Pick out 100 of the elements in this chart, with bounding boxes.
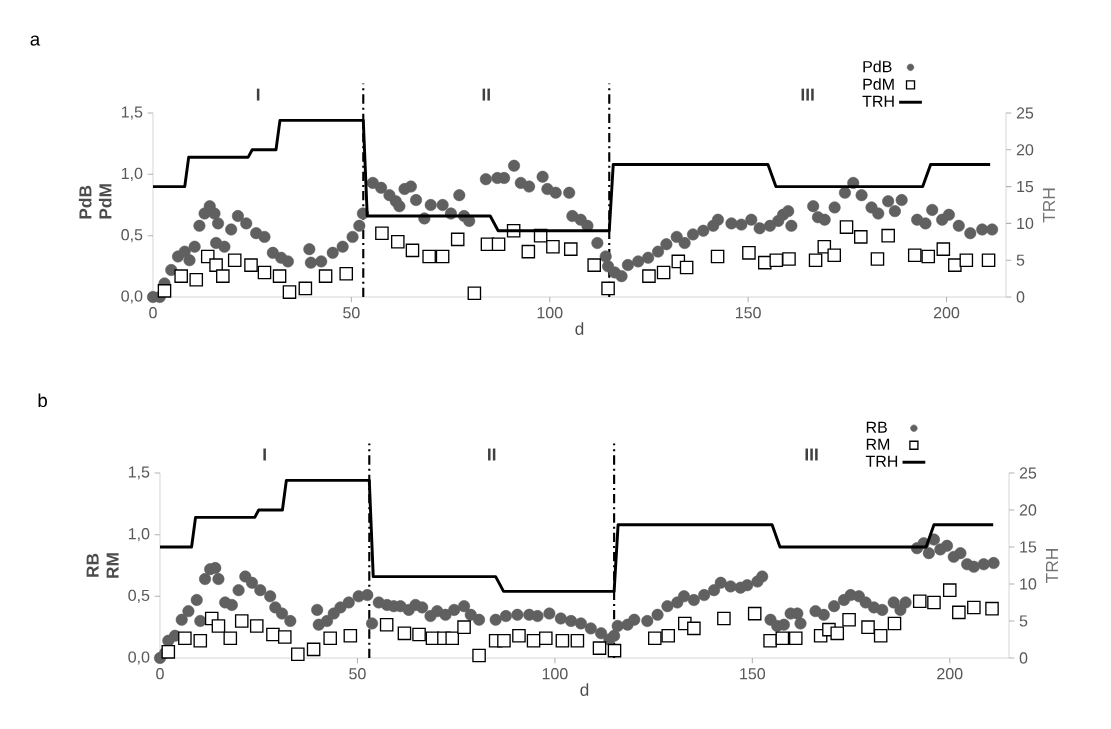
point [234,614,249,628]
y-tick-label: 0,0 [121,290,143,304]
point [223,631,238,646]
x-tick-label: 0 [149,307,157,319]
point [570,633,585,648]
x-axis-title: d [580,683,589,696]
point [563,242,578,256]
y-tick-label: 0,0 [128,651,150,665]
y-tick-label: 0,5 [121,229,143,243]
x-tick-label: 150 [740,668,766,680]
point [397,626,412,641]
point [178,631,192,646]
y2-axis-title: TRH [1043,188,1055,223]
y2-tick-label: 15 [1020,541,1037,553]
y-tick-label: 1,0 [128,528,150,542]
point [491,237,506,252]
point [656,265,671,280]
point [873,629,888,643]
point [193,633,208,648]
text: III [801,88,814,101]
point [942,583,957,597]
point [985,601,999,616]
point [343,629,358,643]
legend-label: TRH [862,95,894,107]
point [952,605,966,620]
text: II [482,88,490,101]
point [298,281,313,296]
point [808,253,823,267]
point [161,645,176,659]
point [679,260,694,275]
point [318,269,333,283]
chart-title: a [30,35,41,46]
point [607,643,622,658]
legend-label: PdM [863,78,894,90]
y-tick-label: 1,5 [121,106,143,120]
legend-label: RB [866,421,887,433]
point [887,616,902,631]
x-tick-label: 50 [343,307,360,319]
point [912,594,927,609]
y-axis-title: PdB PdM [78,184,112,219]
y2-tick-label: 5 [1019,615,1028,627]
point [870,252,885,266]
point [497,633,511,648]
point [450,232,465,247]
x-tick-label: 200 [937,668,963,680]
x-tick-label: 100 [537,307,563,319]
point [521,244,536,259]
x-axis-title: d [575,322,584,335]
legend-label: RM [866,438,890,450]
point [157,284,172,298]
point [907,248,922,263]
point [227,253,242,267]
y2-tick-label: 10 [1020,578,1037,590]
y-tick-label: 1,5 [128,466,150,480]
text: I [256,88,260,101]
y-tick-label: 0,5 [128,589,150,603]
y2-axis-title: TRH [1046,549,1058,583]
point [710,249,725,264]
y2-tick-label: 0 [1019,652,1028,664]
point [827,248,842,263]
point [839,220,854,234]
x-tick-label: 0 [156,668,164,680]
legend-label: TRH [865,455,898,467]
point [959,253,974,267]
x-tick-label: 150 [735,307,761,319]
y2-tick-label: 5 [1016,254,1025,266]
legend-label: PdB [863,60,892,73]
point [467,286,482,301]
y2-tick-label: 20 [1019,504,1037,516]
point [592,641,607,655]
point [472,648,486,663]
point [830,626,845,641]
x-tick-label: 200 [933,307,960,319]
point [379,617,394,632]
y-axis-title: RB RM [86,553,119,578]
point [981,253,996,267]
text: I [263,448,266,461]
y2-tick-label: 10 [1017,217,1034,230]
y2-tick-label: 25 [1016,107,1034,119]
x-tick-label: 100 [542,668,568,680]
y2-tick-label: 20 [1016,144,1034,156]
point [306,642,321,657]
text: III [805,448,818,461]
point [555,633,570,648]
point [291,647,305,662]
point [405,243,420,258]
point [445,631,460,646]
point [257,265,272,280]
point [747,606,762,621]
x-tick-label: 50 [349,668,366,680]
chart-title: b [38,393,47,408]
point [601,281,615,296]
y2-tick-label: 15 [1017,181,1034,193]
point [687,621,701,636]
text: II [488,448,496,461]
y2-tick-label: 0 [1016,291,1025,303]
point [272,269,287,283]
point [921,249,936,264]
y-tick-label: 1,0 [121,167,143,181]
point [282,285,297,299]
